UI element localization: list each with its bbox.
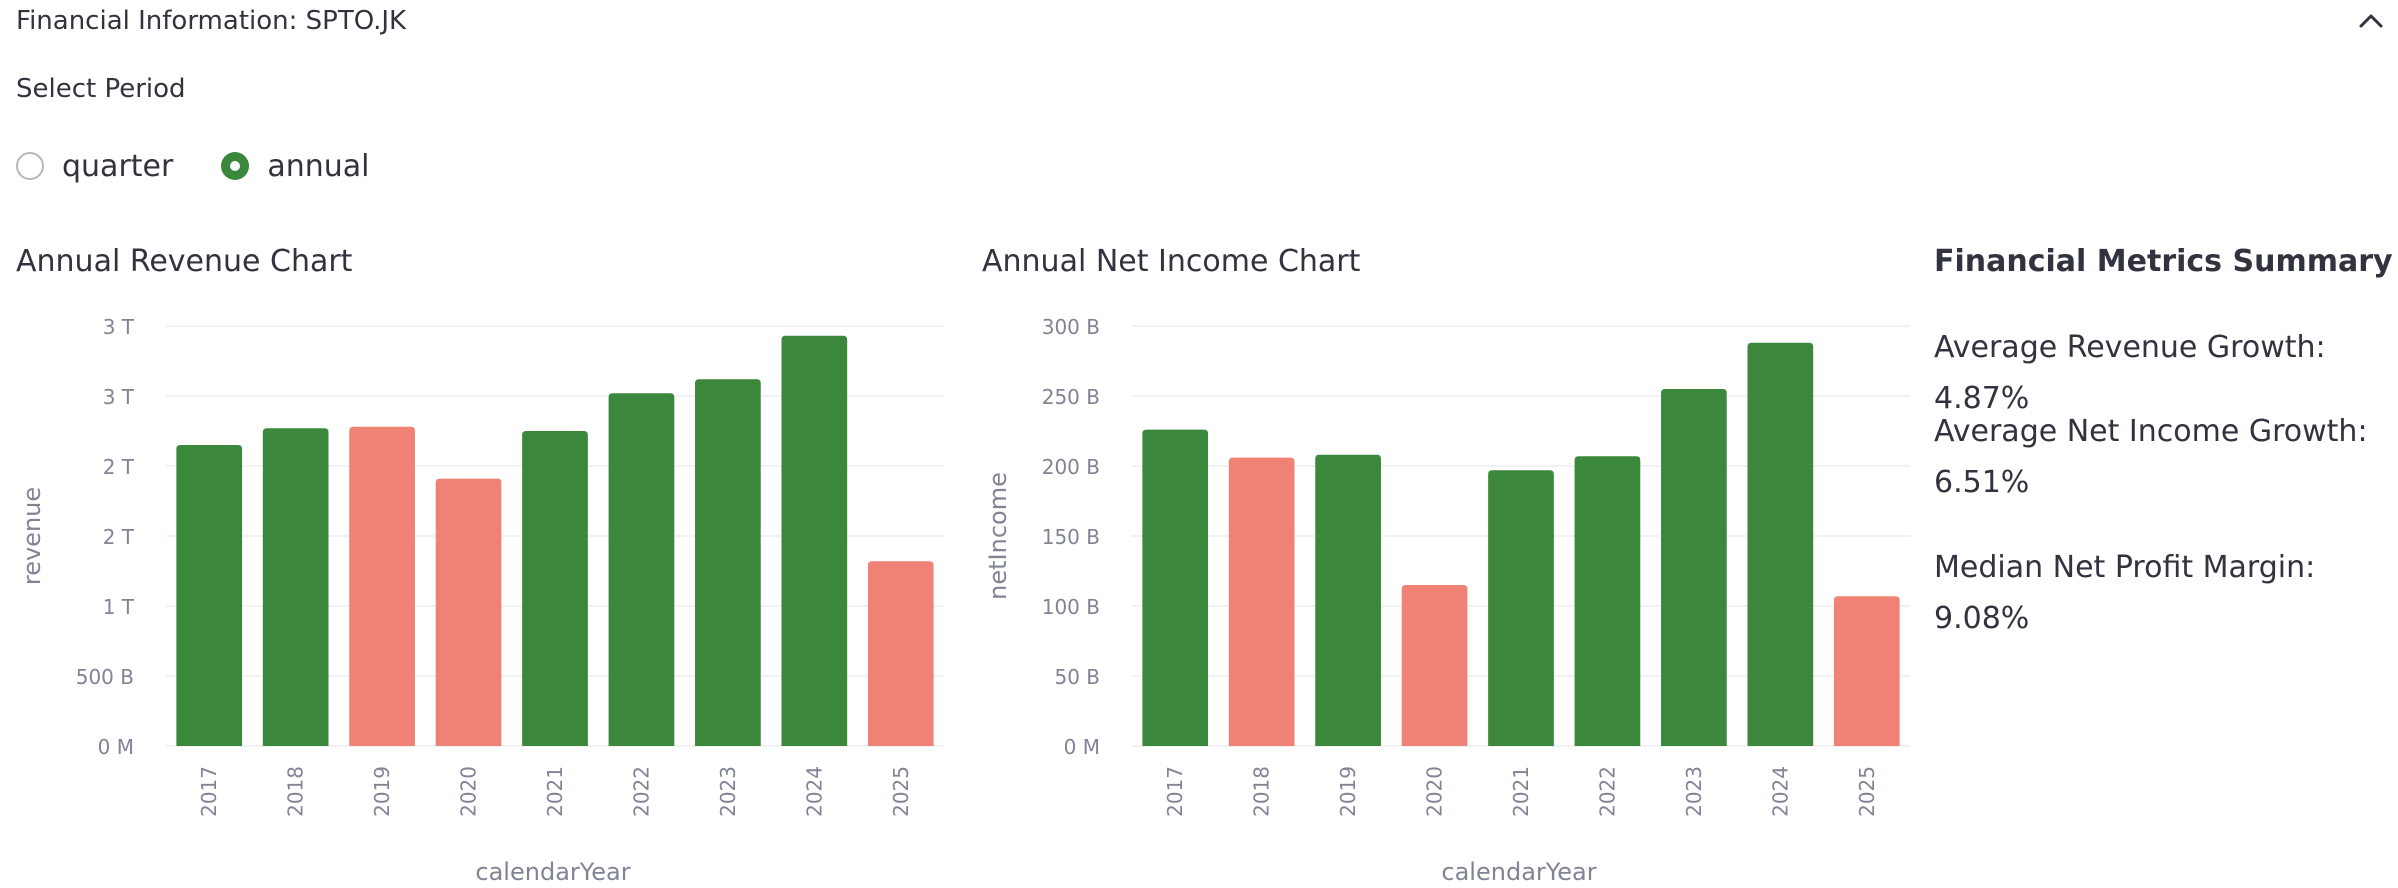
net-income-ytick-label: 150 B [1042, 525, 1100, 549]
revenue-ytick-label: 2 T [103, 525, 135, 549]
net-income-ytick-label: 0 M [1064, 735, 1100, 759]
revenue-chart: 0 M 500 B 1 T 2 T 2 T 3 T 3 T 2017 2018 2019 2020 2… [18, 315, 944, 886]
net-income-bar-2018[interactable] [1228, 457, 1295, 746]
revenue-bar-2024[interactable] [781, 335, 848, 746]
revenue-chart-title: Annual Revenue Chart [16, 244, 353, 279]
net-income-xtick-label: 2022 [1595, 766, 1619, 817]
revenue-bar-2023[interactable] [695, 379, 761, 746]
revenue-bar-2019[interactable] [349, 426, 415, 746]
revenue-x-axis-title: calendarYear [475, 858, 630, 886]
net-income-xtick-label: 2018 [1250, 766, 1274, 817]
radio-circle-quarter[interactable] [16, 152, 44, 180]
revenue-ytick-label: 3 T [103, 385, 135, 409]
net-income-y-axis-title: netIncome [984, 472, 1012, 600]
net-income-bar-2021[interactable] [1488, 470, 1554, 746]
net-income-bar-2022[interactable] [1574, 456, 1641, 746]
revenue-xtick-label: 2020 [457, 766, 481, 817]
revenue-xtick-label: 2025 [889, 766, 913, 817]
net-income-xtick-label: 2020 [1423, 766, 1447, 817]
net-income-x-axis-title: calendarYear [1441, 858, 1596, 886]
revenue-bar-2021[interactable] [522, 431, 588, 746]
revenue-ytick-label: 500 B [76, 665, 134, 689]
net-income-bar-2025[interactable] [1833, 596, 1900, 746]
radio-label-quarter[interactable]: quarter [62, 148, 174, 184]
radio-quarter[interactable]: quarter [16, 149, 173, 184]
revenue-ytick-label: 1 T [103, 595, 135, 619]
net-income-xtick-label: 2025 [1855, 766, 1879, 817]
metric-revenue-growth: Average Revenue Growth: 4.87% [1934, 330, 2326, 416]
revenue-bar-2020[interactable] [435, 478, 502, 746]
net-income-ytick-label: 300 B [1042, 315, 1100, 339]
revenue-xtick-label: 2022 [629, 766, 653, 817]
revenue-xtick-label: 2019 [370, 766, 394, 817]
net-income-bar-2020[interactable] [1401, 585, 1468, 746]
net-income-chart: 0 M 50 B 100 B 150 B 200 B 250 B 300 B 2017 2018… [984, 315, 1910, 886]
radio-circle-annual[interactable] [221, 152, 250, 180]
net-income-xtick-label: 2019 [1336, 766, 1360, 817]
metric-net-profit-margin: Median Net Profit Margin: 9.08% [1934, 550, 2316, 636]
metrics-summary-title: Financial Metrics Summary [1934, 244, 2393, 279]
net-income-bar-2019[interactable] [1315, 454, 1381, 746]
net-income-ytick-label: 200 B [1042, 455, 1100, 479]
revenue-bar-2017[interactable] [176, 445, 243, 746]
revenue-xtick-label: 2021 [543, 766, 567, 817]
revenue-bar-2025[interactable] [867, 561, 934, 746]
revenue-ytick-label: 0 M [98, 735, 134, 759]
revenue-xtick-label: 2024 [802, 766, 826, 817]
revenue-ytick-label: 2 T [103, 455, 135, 479]
period-label: Select Period [16, 74, 186, 104]
net-income-bar-2017[interactable] [1142, 429, 1209, 746]
net-income-ytick-label: 50 B [1054, 665, 1100, 689]
revenue-y-axis-title: revenue [18, 487, 46, 585]
revenue-bar-2022[interactable] [608, 393, 675, 746]
income-chart-title: Annual Net Income Chart [982, 244, 1361, 279]
revenue-xtick-label: 2023 [716, 766, 740, 817]
net-income-ytick-label: 250 B [1042, 385, 1100, 409]
revenue-xtick-label: 2017 [197, 766, 221, 817]
net-income-xtick-label: 2017 [1163, 766, 1187, 817]
revenue-xtick-label: 2018 [284, 766, 308, 817]
net-income-bar-2024[interactable] [1747, 342, 1814, 746]
net-income-xtick-label: 2024 [1768, 766, 1792, 817]
chevron-up-icon[interactable] [2356, 6, 2386, 36]
net-income-bar-2023[interactable] [1661, 389, 1727, 746]
expander-title[interactable]: Financial Information: SPTO.JK [16, 6, 407, 36]
radio-annual[interactable]: annual [221, 149, 369, 184]
period-radio-group: quarter annual [16, 146, 417, 186]
metric-net-income-growth: Average Net Income Growth: 6.51% [1934, 414, 2368, 500]
revenue-bar-2018[interactable] [262, 428, 329, 746]
net-income-xtick-label: 2023 [1682, 766, 1706, 817]
revenue-ytick-label: 3 T [103, 315, 135, 339]
radio-label-annual[interactable]: annual [267, 148, 370, 184]
net-income-xtick-label: 2021 [1509, 766, 1533, 817]
net-income-ytick-label: 100 B [1042, 595, 1100, 619]
